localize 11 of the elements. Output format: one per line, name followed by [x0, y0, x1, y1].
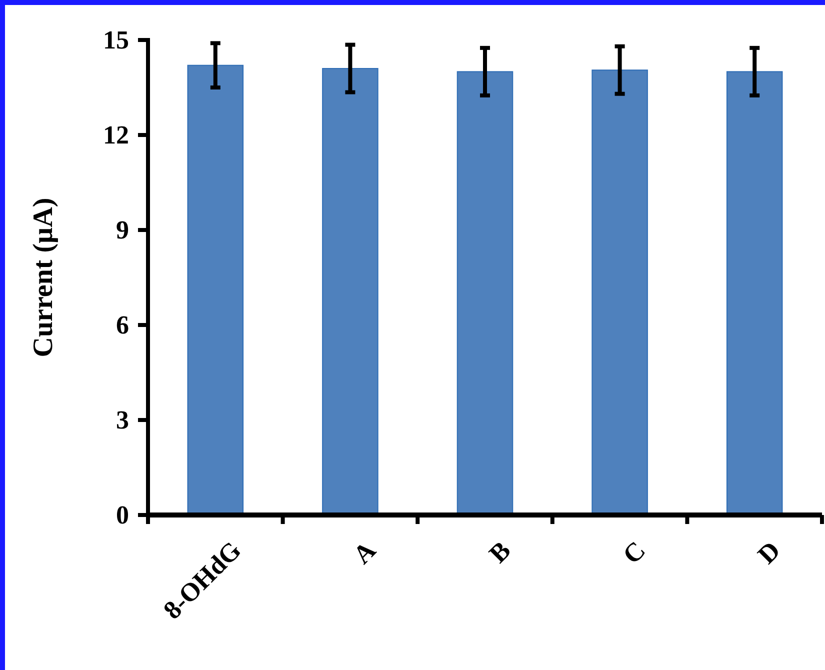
y-tick-label: 6: [116, 310, 129, 340]
y-tick-label: 12: [103, 120, 129, 150]
y-tick-label: 0: [116, 500, 129, 530]
x-tick-label: C: [617, 536, 652, 570]
y-tick-label: 9: [116, 215, 129, 244]
x-tick-label: A: [348, 536, 382, 570]
x-tick-label: B: [483, 536, 516, 568]
y-axis-title: Current (µA): [28, 198, 59, 358]
y-tick-label: 3: [116, 405, 129, 434]
x-tick-label: D: [752, 536, 786, 570]
y-tick-label: 15: [103, 25, 129, 54]
